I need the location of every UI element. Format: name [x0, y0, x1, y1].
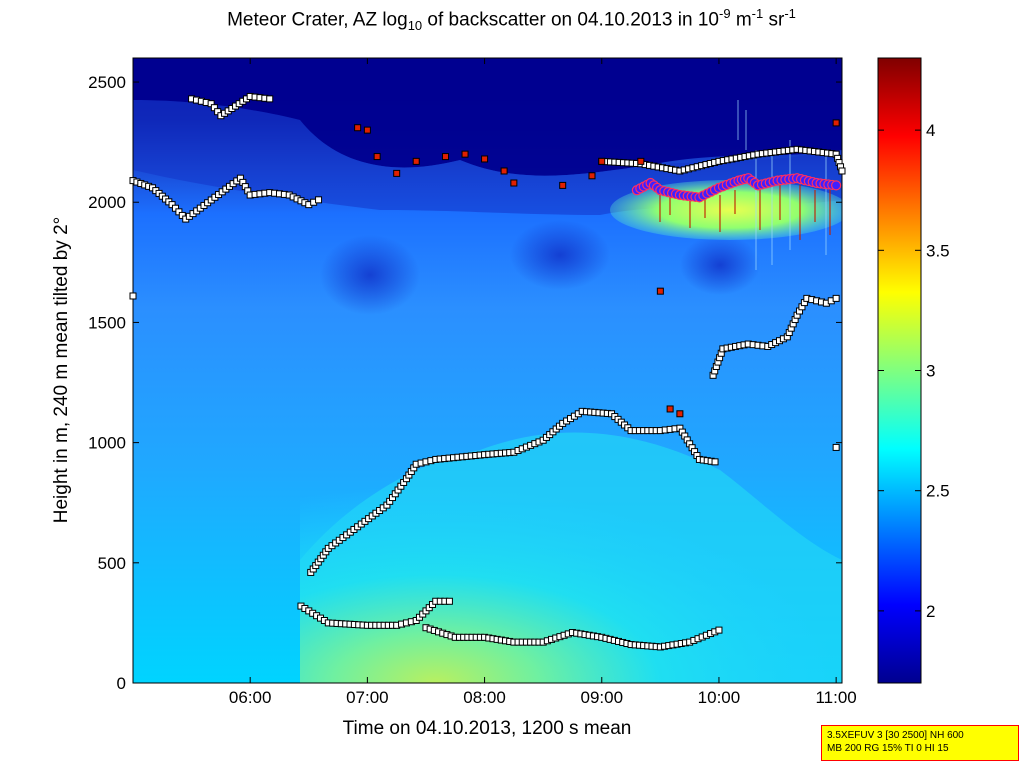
- top-layer-marker: [412, 157, 420, 165]
- y-tick-label: 2000: [88, 193, 126, 212]
- x-tick-label: 09:00: [580, 688, 623, 707]
- colorbar-tick-label: 2: [926, 602, 935, 621]
- x-tick-label: 06:00: [229, 688, 272, 707]
- plot-frame: [132, 57, 843, 684]
- x-tick-label: 07:00: [346, 688, 389, 707]
- x-axis-label: Time on 04.10.2013, 1200 s mean: [343, 718, 632, 739]
- chart-title: Meteor Crater, AZ log10 of backscatter o…: [227, 6, 796, 34]
- layer-marker: [266, 95, 274, 103]
- settings-info-box: 3.5XEFUV 3 [30 2500] NH 600 MB 200 RG 15…: [821, 725, 1019, 761]
- info-line-2: MB 200 RG 15% TI 0 HI 15: [827, 743, 949, 754]
- cloud-base-marker: [831, 180, 842, 191]
- y-tick-label: 0: [117, 674, 126, 693]
- y-tick-label: 1000: [88, 434, 126, 453]
- colorbar: [877, 57, 922, 684]
- heatmap-field: [133, 58, 842, 683]
- x-tick-label: 11:00: [815, 688, 856, 707]
- top-layer-marker: [598, 157, 606, 165]
- top-layer-marker: [500, 167, 508, 175]
- top-layer-marker: [373, 153, 381, 161]
- layer-marker: [832, 443, 840, 451]
- top-layer-marker: [510, 179, 518, 187]
- top-layer-marker: [354, 124, 362, 132]
- colorbar-axis: 2 2.5 3 3.5 4: [878, 121, 950, 621]
- info-line-1: 3.5XEFUV 3 [30 2500] NH 600: [827, 730, 964, 741]
- colorbar-tick-label: 2.5: [926, 482, 950, 501]
- y-axis-label: Height in m, 240 m mean tilted by 2°: [51, 217, 72, 523]
- layer-marker: [832, 294, 840, 302]
- x-axis: 06:00 07:00 08:00 09:00 10:00 11:00: [229, 58, 857, 707]
- top-layer-marker: [442, 153, 450, 161]
- top-layer-marker: [656, 287, 664, 295]
- top-layer-marker: [559, 181, 567, 189]
- top-layer-marker: [461, 150, 469, 158]
- layer-marker: [445, 597, 453, 605]
- x-tick-label: 08:00: [463, 688, 506, 707]
- layer-marker: [711, 458, 719, 466]
- top-layer-marker: [676, 410, 684, 418]
- cloud-streaks: [659, 185, 831, 240]
- layer-marker: [715, 626, 723, 634]
- top-layer-marker: [481, 155, 489, 163]
- high-streaks: [737, 100, 827, 270]
- layer-markers: [129, 92, 846, 651]
- colorbar-tick-label: 3: [926, 362, 935, 381]
- layer-marker: [838, 167, 846, 175]
- y-tick-label: 2500: [88, 73, 126, 92]
- top-layer-marker: [637, 157, 645, 165]
- y-tick-label: 1500: [88, 313, 126, 332]
- x-tick-label: 10:00: [698, 688, 741, 707]
- y-axis: 0 500 1000 1500 2000 2500: [88, 73, 842, 693]
- top-layer-marker: [832, 119, 840, 127]
- y-tick-label: 500: [98, 554, 126, 573]
- colorbar-tick-label: 4: [926, 121, 935, 140]
- top-layer-marker: [666, 405, 674, 413]
- layer-marker: [129, 292, 137, 300]
- top-layer-marker: [393, 169, 401, 177]
- top-layer-marker: [588, 172, 596, 180]
- colorbar-tick-label: 3.5: [926, 241, 950, 260]
- layer-marker: [315, 196, 323, 204]
- top-layer-marker: [363, 126, 371, 134]
